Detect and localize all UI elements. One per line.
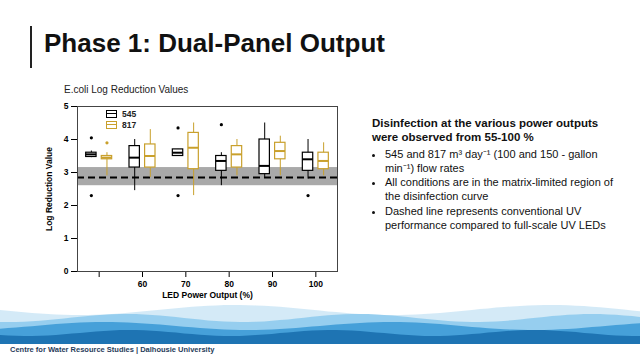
html-text:E.coli Log Reduction Values: E.coli Log Reduction Values [64, 84, 189, 95]
svg-text:0: 0 [64, 266, 69, 276]
svg-text:1: 1 [64, 233, 69, 243]
svg-text:LED Power Output (%): LED Power Output (%) [162, 290, 253, 300]
svg-text:70: 70 [181, 279, 191, 289]
html-text:All conditions are in the matr: All conditions are in the matrix-limited… [385, 176, 613, 202]
svg-text:5: 5 [64, 101, 69, 111]
svg-text:80: 80 [224, 279, 234, 289]
html-text:817: 817 [122, 119, 137, 130]
html-text:545: 545 [122, 108, 137, 119]
svg-text:90: 90 [268, 279, 278, 289]
svg-text:3: 3 [64, 167, 69, 177]
svg-text:4: 4 [64, 134, 69, 144]
html-text:Phase 1: Dual-Panel Output: Phase 1: Dual-Panel Output [44, 28, 385, 58]
svg-text:2: 2 [64, 200, 69, 210]
html-text:Disinfection at the various po: Disinfection at the various power output… [372, 117, 599, 144]
svg-text:60: 60 [138, 279, 148, 289]
svg-text:Log Reduction Value: Log Reduction Value [44, 147, 54, 231]
html-text:Dashed line represents convent: Dashed line represents conventional UV p… [385, 204, 606, 231]
html-text:Centre for Water Resource Stud: Centre for Water Resource Studies | Dalh… [10, 345, 215, 354]
svg-text:100: 100 [309, 279, 323, 289]
html-text:545 and 817 m³ day⁻¹ (100 and: 545 and 817 m³ day⁻¹ (100 and 150 - gall… [385, 147, 598, 174]
